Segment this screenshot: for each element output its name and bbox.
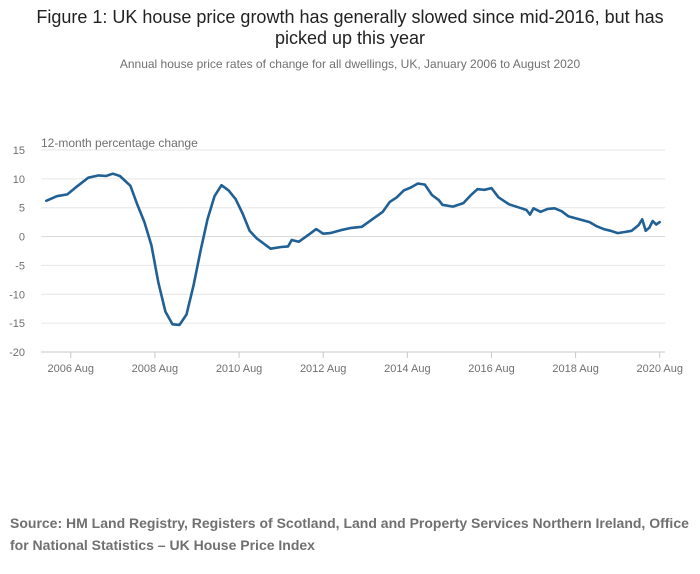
gridlines xyxy=(41,149,665,353)
x-tick-label: 2014 Aug xyxy=(384,363,431,375)
y-tick-label: -10 xyxy=(9,289,25,301)
y-axis-label: 12-month percentage change xyxy=(41,136,198,150)
x-tick-label: 2006 Aug xyxy=(48,363,95,375)
chart-subtitle: Annual house price rates of change for a… xyxy=(119,57,581,71)
y-tick-label: 15 xyxy=(13,145,25,157)
y-tick-label: 5 xyxy=(19,203,25,215)
x-axis: 2006 Aug 2008 Aug 2010 Aug 2012 Aug 2014 Aug… xyxy=(41,351,683,375)
y-tick-label: -15 xyxy=(9,318,25,330)
x-tick-label: 2012 Aug xyxy=(300,363,347,375)
x-tick-label: 2008 Aug xyxy=(132,363,179,375)
y-axis-ticks: -20 -15 -10 -5 0 5 10 15 xyxy=(9,145,25,359)
source-note: Source: HM Land Registry, Registers of S… xyxy=(10,515,689,553)
x-tick-label: 2018 Aug xyxy=(552,363,599,375)
series-line-0 xyxy=(45,172,661,327)
y-tick-label: 0 xyxy=(19,232,25,244)
x-tick-label: 2020 Aug xyxy=(636,363,683,375)
y-tick-label: -20 xyxy=(9,347,25,359)
x-tick-label: 2016 Aug xyxy=(468,363,515,375)
y-tick-label: -5 xyxy=(15,260,25,272)
chart-title: Figure 1: UK house price growth has gene… xyxy=(36,7,664,48)
series-layer xyxy=(45,172,661,327)
x-tick-label: 2010 Aug xyxy=(216,363,263,375)
y-tick-label: 10 xyxy=(13,174,25,186)
